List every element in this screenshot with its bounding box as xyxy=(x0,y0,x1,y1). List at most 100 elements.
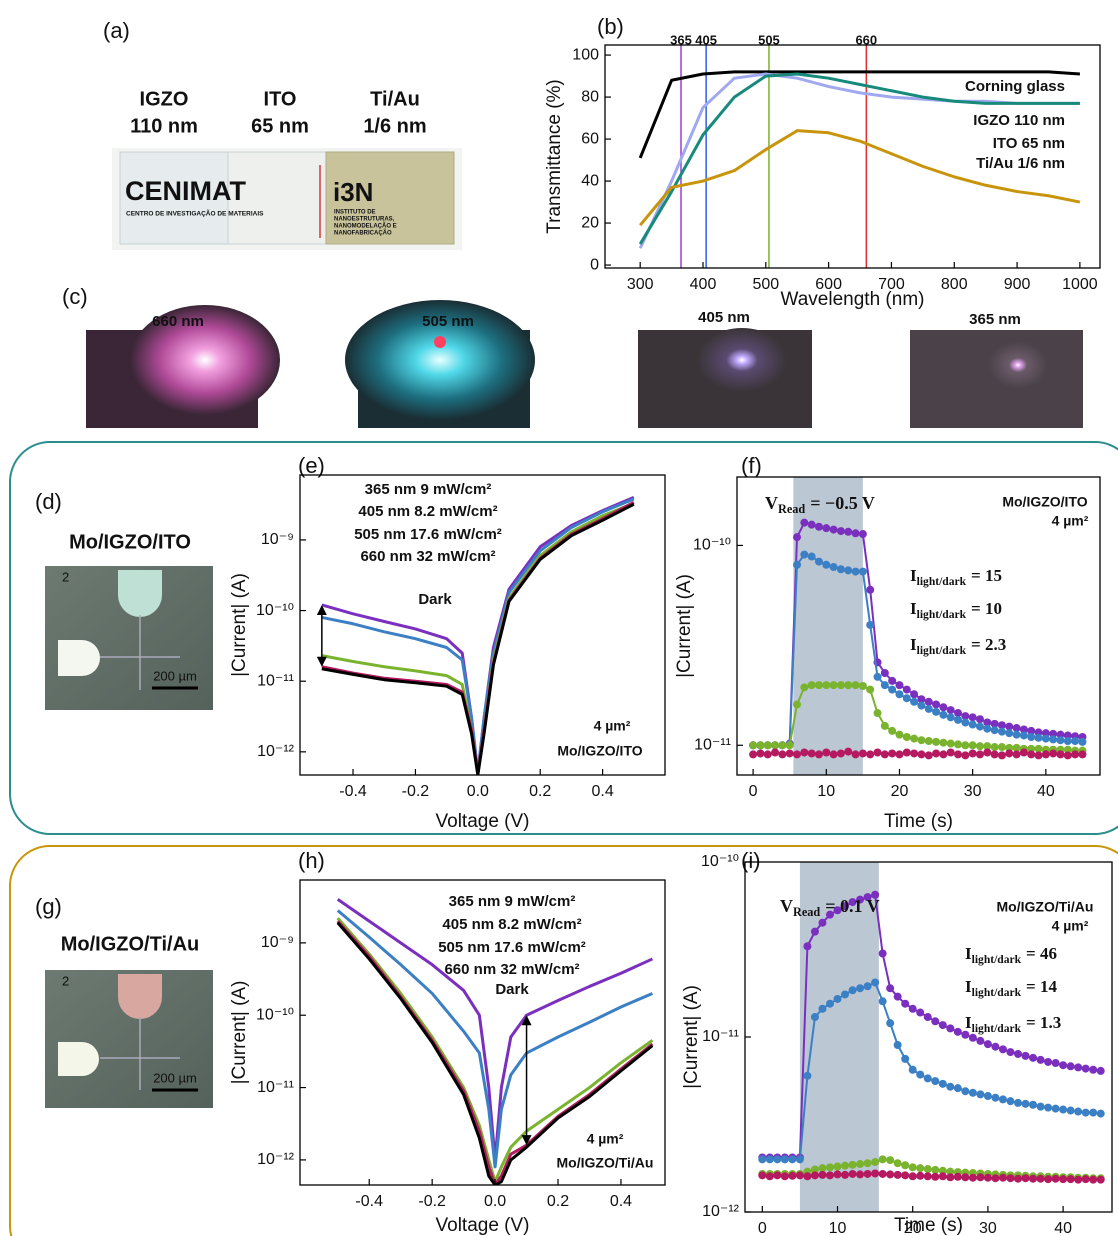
data-point xyxy=(808,749,816,757)
data-point xyxy=(1014,1099,1022,1107)
data-point xyxy=(969,1089,977,1097)
data-point xyxy=(939,711,947,719)
photo-label: 660 nm xyxy=(152,313,204,330)
data-point xyxy=(856,1170,864,1178)
data-point xyxy=(886,1156,894,1164)
panel-label: (h) xyxy=(298,848,325,873)
x-axis-title: Voltage (V) xyxy=(436,811,530,832)
data-point xyxy=(924,1165,932,1173)
subscript: Read xyxy=(793,905,820,919)
y-axis-title: |Current| (A) xyxy=(681,985,702,1089)
data-point xyxy=(931,1017,939,1025)
data-point xyxy=(803,1172,811,1180)
x-tick-label: 0.4 xyxy=(591,783,613,800)
value-text: = 15 xyxy=(971,566,1002,585)
data-point xyxy=(1059,1175,1067,1183)
value-text: = 1.3 xyxy=(1026,1013,1061,1032)
data-point xyxy=(1044,1175,1052,1183)
photo-glow xyxy=(988,341,1048,389)
data-point xyxy=(886,1019,894,1027)
data-point xyxy=(815,558,823,566)
data-point xyxy=(894,1159,902,1167)
data-point xyxy=(939,703,947,711)
data-point xyxy=(826,1171,834,1179)
data-point xyxy=(984,1092,992,1100)
data-point xyxy=(1042,735,1050,743)
logo-text: i3N xyxy=(333,177,373,207)
data-point xyxy=(998,751,1006,759)
y-tick-label: 100 xyxy=(572,46,599,63)
data-point xyxy=(844,566,852,574)
data-point xyxy=(841,1171,849,1179)
ratio-label: Ilight/dark= 14 xyxy=(965,977,1057,999)
data-point xyxy=(909,1172,917,1180)
symbol: V xyxy=(780,896,793,916)
data-point xyxy=(946,1024,954,1032)
data-point xyxy=(901,1055,909,1063)
legend-entry: 660 nm 32 mW/cm² xyxy=(444,961,579,978)
x-axis-title: Time (s) xyxy=(884,811,953,832)
x-tick-label: 300 xyxy=(627,276,654,293)
data-point xyxy=(756,741,764,749)
subscript: light/dark xyxy=(972,1022,1022,1035)
value-text: = 14 xyxy=(1026,977,1057,996)
value-text: = 46 xyxy=(1026,944,1057,963)
data-point xyxy=(778,741,786,749)
data-point xyxy=(1078,738,1086,746)
data-point xyxy=(803,942,811,950)
data-point xyxy=(826,1163,834,1171)
y-tick-label: 10⁻¹² xyxy=(702,1203,740,1220)
data-point xyxy=(969,741,977,749)
data-point xyxy=(773,1155,781,1163)
data-point xyxy=(976,1173,984,1181)
legend-entry: 365 nm 9 mW/cm² xyxy=(449,893,576,910)
data-point xyxy=(856,984,864,992)
data-point xyxy=(886,984,894,992)
data-point xyxy=(1005,729,1013,737)
photo-glow xyxy=(434,336,446,348)
data-point xyxy=(822,561,830,569)
data-point xyxy=(881,722,889,730)
data-point xyxy=(1074,1176,1082,1184)
photo-label: 405 nm xyxy=(698,309,750,326)
data-point xyxy=(852,750,860,758)
panel-label: (d) xyxy=(35,489,62,514)
y-axis-title: |Current| (A) xyxy=(674,574,695,678)
data-point xyxy=(859,682,867,690)
data-point xyxy=(871,978,879,986)
sample-label: 1/6 nm xyxy=(363,115,426,137)
data-point xyxy=(961,741,969,749)
data-point xyxy=(947,740,955,748)
data-point xyxy=(874,709,882,717)
data-point xyxy=(800,683,808,691)
y-tick-label: 10⁻¹¹ xyxy=(257,1079,294,1096)
data-point xyxy=(758,1171,766,1179)
data-point xyxy=(932,738,940,746)
data-point xyxy=(1059,1061,1067,1069)
legend-entry: 660 nm 32 mW/cm² xyxy=(360,548,495,565)
data-point xyxy=(1082,1065,1090,1073)
data-point xyxy=(895,681,903,689)
x-tick-label: 0.0 xyxy=(484,1193,506,1210)
sample-label: 65 nm xyxy=(251,115,309,137)
data-point xyxy=(866,686,874,694)
data-point xyxy=(969,749,977,757)
photo-label: 365 nm xyxy=(969,311,1021,328)
data-point xyxy=(1027,733,1035,741)
data-point xyxy=(976,723,984,731)
data-point xyxy=(999,1174,1007,1182)
value-text: = 10 xyxy=(971,599,1002,618)
data-point xyxy=(909,1005,917,1013)
y-tick-label: 10⁻¹² xyxy=(257,1151,295,1168)
data-point xyxy=(866,750,874,758)
x-tick-label: 0.4 xyxy=(610,1193,632,1210)
data-point xyxy=(871,1158,879,1166)
data-point xyxy=(830,563,838,571)
y-tick-label: 10⁻¹¹ xyxy=(702,1028,739,1045)
data-point xyxy=(998,728,1006,736)
device-image xyxy=(45,970,213,1108)
data-point xyxy=(917,702,925,710)
data-point xyxy=(932,749,940,757)
x-tick-label: 1000 xyxy=(1062,276,1098,293)
data-point xyxy=(818,1005,826,1013)
